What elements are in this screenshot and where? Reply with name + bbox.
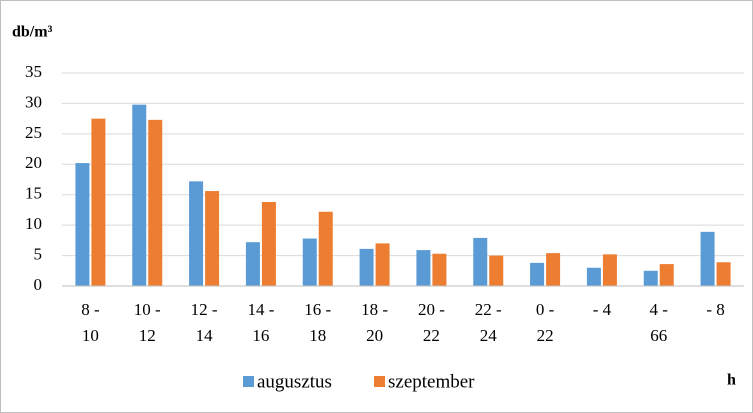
y-tick-label: 25 <box>25 123 42 142</box>
x-tick-label: - 4 <box>593 300 612 319</box>
x-tick-label: 16 -18 <box>304 300 331 345</box>
bar <box>643 270 658 286</box>
x-tick-label: - 8 <box>706 300 724 319</box>
bar <box>148 119 163 286</box>
bar <box>375 243 390 286</box>
bar <box>359 248 374 286</box>
legend-label: szeptember <box>388 371 475 392</box>
y-axis-label: db/m³ <box>12 24 53 41</box>
bar <box>700 231 715 286</box>
y-tick-label: 20 <box>25 153 42 172</box>
legend-swatch <box>243 376 254 387</box>
bar <box>586 267 601 286</box>
x-tick-label: 12 -14 <box>191 300 218 345</box>
bar <box>602 254 617 286</box>
x-tick-label: 4 -66 <box>650 300 669 345</box>
bar <box>318 211 333 286</box>
bar <box>432 253 447 286</box>
y-tick-label: 35 <box>25 62 42 81</box>
y-tick-label: 5 <box>34 244 43 263</box>
bar <box>530 262 545 286</box>
bar <box>91 118 106 287</box>
bar <box>245 242 260 286</box>
legend-label: augusztus <box>257 371 332 392</box>
x-tick-label: 14 -16 <box>247 300 274 345</box>
x-tick-label: 0 -22 <box>536 300 555 345</box>
bar <box>716 262 731 286</box>
x-tick-label: 10 -12 <box>134 300 161 345</box>
y-tick-label: 30 <box>25 92 42 111</box>
x-tick-label: 18 -20 <box>361 300 388 345</box>
bar <box>416 250 431 286</box>
bar <box>75 163 90 286</box>
legend-swatch <box>374 376 385 387</box>
x-tick-label: 20 -22 <box>418 300 445 345</box>
bar <box>132 104 147 286</box>
y-tick-label: 15 <box>25 184 42 203</box>
bar <box>189 181 204 286</box>
bar <box>473 237 488 286</box>
x-tick-label: 22 -24 <box>475 300 502 345</box>
x-axis-label: h <box>727 372 736 389</box>
bar <box>546 253 561 286</box>
bar <box>489 255 504 286</box>
bar <box>261 202 276 286</box>
bar <box>302 238 317 286</box>
bar <box>659 264 674 286</box>
y-tick-label: 10 <box>25 214 42 233</box>
bar <box>205 191 220 286</box>
x-tick-label: 8 -10 <box>81 300 100 345</box>
y-tick-label: 0 <box>34 275 43 294</box>
